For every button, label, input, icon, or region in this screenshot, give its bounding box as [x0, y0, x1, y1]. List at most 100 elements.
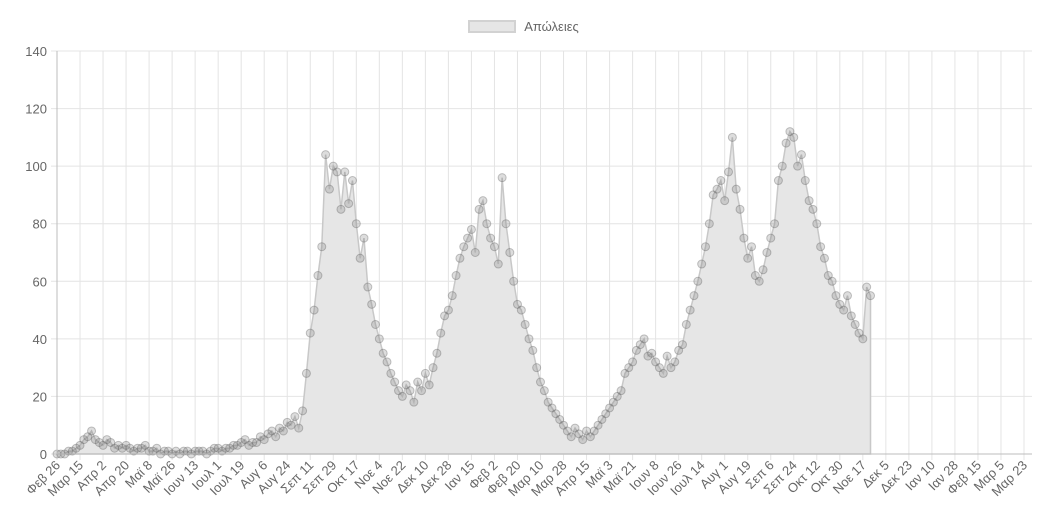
data-point[interactable] — [252, 437, 262, 447]
data-point[interactable] — [198, 446, 208, 456]
data-point[interactable] — [739, 233, 749, 243]
data-point[interactable] — [582, 426, 592, 436]
data-point[interactable] — [321, 150, 331, 160]
data-point[interactable] — [555, 414, 565, 424]
data-point[interactable] — [624, 363, 634, 373]
data-point[interactable] — [562, 426, 572, 436]
data-point[interactable] — [812, 219, 822, 229]
data-point[interactable] — [313, 271, 323, 281]
data-point[interactable] — [240, 435, 250, 445]
data-point[interactable] — [401, 380, 411, 390]
data-point[interactable] — [324, 184, 334, 194]
data-point[interactable] — [524, 334, 534, 344]
data-point[interactable] — [509, 276, 519, 286]
data-point[interactable] — [520, 319, 530, 329]
data-point[interactable] — [551, 409, 561, 419]
data-point[interactable] — [428, 363, 438, 373]
data-point[interactable] — [831, 291, 841, 301]
data-point[interactable] — [701, 242, 711, 252]
data-point[interactable] — [796, 150, 806, 160]
data-point[interactable] — [370, 319, 380, 329]
data-point[interactable] — [90, 435, 100, 445]
data-point[interactable] — [497, 173, 507, 183]
data-point[interactable] — [835, 299, 845, 309]
data-point[interactable] — [474, 204, 484, 214]
data-point[interactable] — [83, 432, 93, 442]
data-point[interactable] — [455, 253, 465, 263]
data-point[interactable] — [67, 446, 77, 456]
data-point[interactable] — [620, 368, 630, 378]
data-point[interactable] — [432, 348, 442, 358]
data-point[interactable] — [589, 426, 599, 436]
data-point[interactable] — [489, 242, 499, 252]
data-point[interactable] — [670, 357, 680, 367]
data-point[interactable] — [858, 334, 868, 344]
data-point[interactable] — [539, 386, 549, 396]
data-point[interactable] — [417, 386, 427, 396]
data-point[interactable] — [866, 291, 876, 301]
data-point[interactable] — [190, 446, 200, 456]
data-point[interactable] — [781, 138, 791, 148]
data-point[interactable] — [447, 291, 457, 301]
data-point[interactable] — [459, 242, 469, 252]
data-point[interactable] — [666, 363, 676, 373]
data-point[interactable] — [351, 219, 361, 229]
data-point[interactable] — [727, 132, 737, 142]
data-point[interactable] — [566, 432, 576, 442]
data-point[interactable] — [674, 345, 684, 355]
data-point[interactable] — [597, 414, 607, 424]
data-point[interactable] — [754, 276, 764, 286]
data-point[interactable] — [344, 199, 354, 209]
data-point[interactable] — [536, 377, 545, 387]
data-point[interactable] — [163, 446, 173, 456]
data-point[interactable] — [213, 443, 223, 453]
data-point[interactable] — [133, 443, 143, 453]
data-point[interactable] — [413, 377, 423, 387]
data-point[interactable] — [516, 305, 526, 315]
data-point[interactable] — [612, 391, 622, 401]
data-point[interactable] — [793, 161, 803, 171]
data-point[interactable] — [336, 204, 346, 214]
data-point[interactable] — [451, 271, 461, 281]
data-point[interactable] — [179, 446, 189, 456]
data-point[interactable] — [766, 233, 776, 243]
data-point[interactable] — [559, 420, 569, 430]
data-point[interactable] — [643, 351, 653, 361]
data-point[interactable] — [436, 328, 446, 338]
data-point[interactable] — [662, 351, 672, 361]
data-point[interactable] — [359, 233, 369, 243]
data-point[interactable] — [209, 443, 219, 453]
data-point[interactable] — [424, 380, 434, 390]
data-point[interactable] — [440, 311, 450, 321]
data-point[interactable] — [244, 440, 254, 450]
data-point[interactable] — [574, 429, 584, 439]
data-point[interactable] — [677, 340, 687, 350]
data-point[interactable] — [639, 334, 649, 344]
data-point[interactable] — [777, 161, 787, 171]
data-point[interactable] — [528, 345, 538, 355]
data-point[interactable] — [171, 446, 181, 456]
data-point[interactable] — [278, 426, 288, 436]
data-point[interactable] — [689, 291, 699, 301]
data-point[interactable] — [816, 242, 826, 252]
data-point[interactable] — [409, 397, 419, 407]
data-point[interactable] — [374, 334, 384, 344]
data-point[interactable] — [704, 219, 714, 229]
data-point[interactable] — [298, 406, 308, 416]
data-point[interactable] — [110, 443, 120, 453]
data-point[interactable] — [267, 426, 277, 436]
data-point[interactable] — [785, 127, 795, 137]
data-point[interactable] — [608, 397, 618, 407]
chart-legend[interactable]: Απώλειες — [0, 19, 1047, 34]
data-point[interactable] — [275, 423, 285, 433]
data-point[interactable] — [113, 440, 123, 450]
data-point[interactable] — [466, 224, 476, 234]
data-point[interactable] — [125, 443, 135, 453]
data-point[interactable] — [106, 437, 116, 447]
data-point[interactable] — [405, 386, 415, 396]
data-point[interactable] — [236, 437, 246, 447]
data-point[interactable] — [148, 446, 158, 456]
data-point[interactable] — [390, 377, 400, 387]
data-point[interactable] — [750, 271, 760, 281]
data-point[interactable] — [658, 368, 668, 378]
